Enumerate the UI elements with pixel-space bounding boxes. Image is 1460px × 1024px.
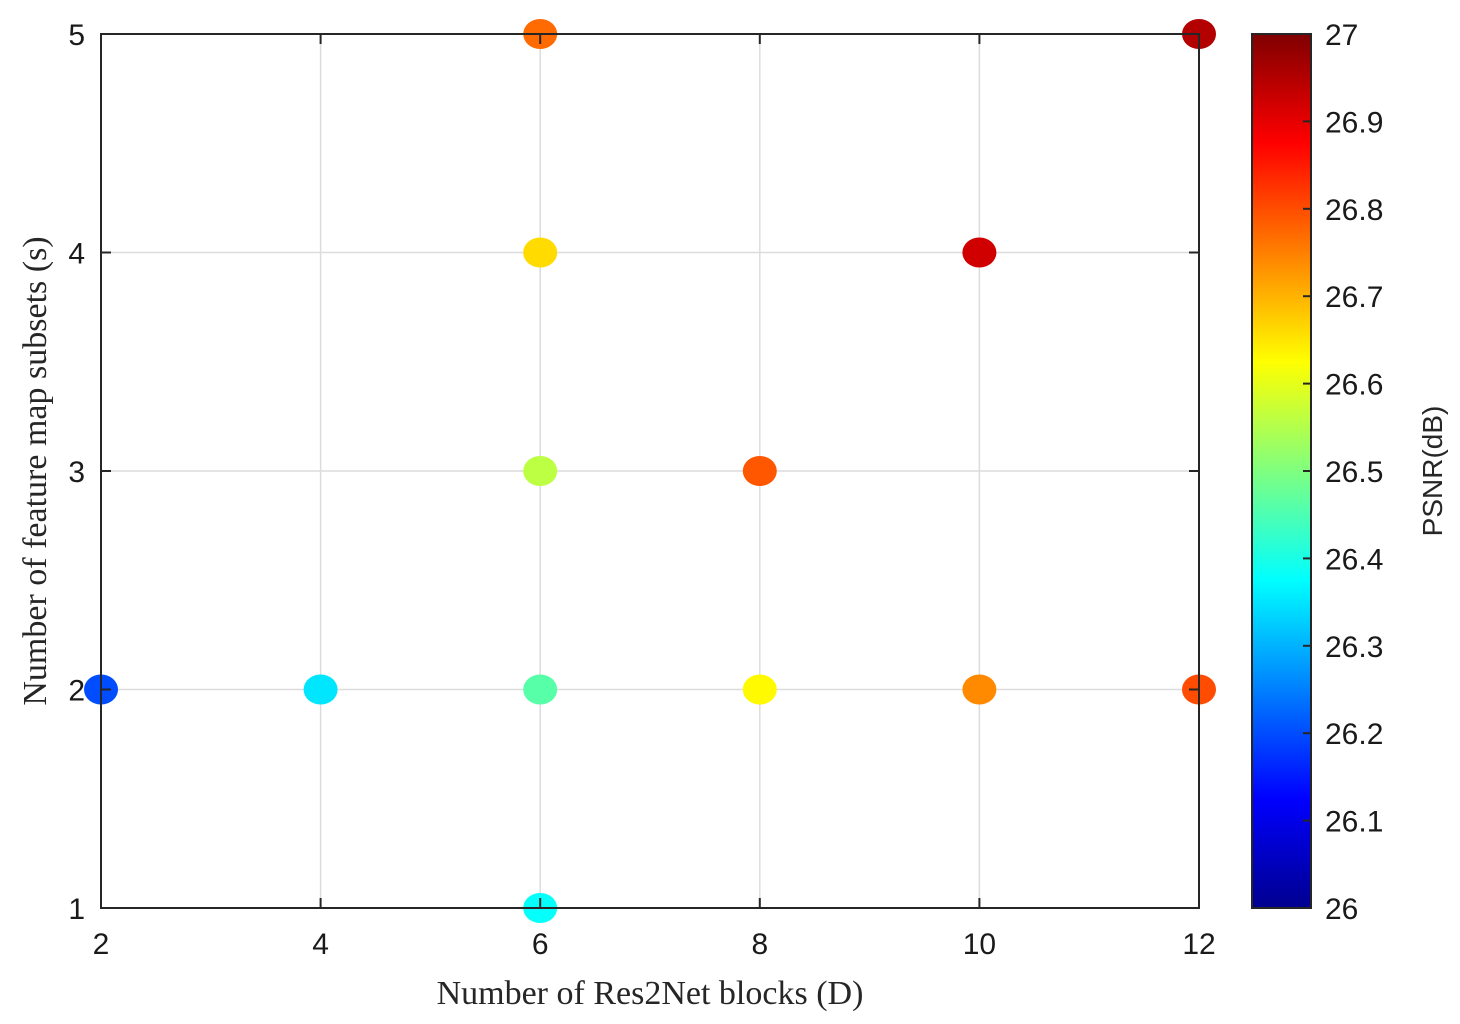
x-tick-label: 10	[963, 928, 996, 961]
data-point	[742, 674, 777, 705]
data-point	[962, 674, 997, 705]
y-tick-label: 2	[68, 675, 85, 708]
x-tick-label: 4	[312, 928, 329, 961]
grid-lines	[101, 34, 1199, 908]
data-point	[523, 456, 558, 486]
colorbar-tick-label: 27	[1325, 19, 1358, 52]
x-tick-label: 2	[93, 928, 110, 961]
data-point	[742, 456, 777, 486]
y-axis-label: Number of feature map subsets (s)	[17, 236, 54, 705]
data-points	[84, 19, 1216, 923]
colorbar-tick-label: 26	[1325, 893, 1358, 926]
y-tick-label: 3	[68, 456, 85, 489]
colorbar-label: PSNR(dB)	[1417, 406, 1448, 537]
colorbar-tick-label: 26.6	[1325, 369, 1383, 402]
x-tick-label: 6	[532, 928, 549, 961]
colorbar-tick-label: 26.5	[1325, 456, 1383, 489]
colorbar-tick-label: 26.8	[1325, 194, 1383, 227]
x-tick-label: 8	[751, 928, 768, 961]
colorbar-tick-label: 26.3	[1325, 631, 1383, 664]
y-tick-label: 5	[68, 19, 85, 52]
colorbar	[1251, 33, 1312, 909]
data-point	[962, 237, 997, 268]
data-point	[523, 674, 558, 705]
colorbar-tick-label: 26.1	[1325, 806, 1383, 839]
colorbar-tick-label: 26.2	[1325, 718, 1383, 751]
data-point	[303, 674, 338, 705]
y-tick-label: 4	[68, 238, 85, 271]
colorbar-ticks: 26 26.1 26.2 26.3 26.4 26.5 26.6 26.7 26.8 26.9 27	[1303, 19, 1383, 926]
data-point	[523, 237, 558, 268]
colorbar-tick-label: 26.9	[1325, 106, 1383, 139]
x-axis-label: Number of Res2Net blocks (D)	[437, 975, 864, 1012]
x-tick-label: 12	[1182, 928, 1215, 961]
colorbar-tick-label: 26.4	[1325, 543, 1383, 576]
y-tick-label: 1	[68, 893, 85, 926]
colorbar-tick-label: 26.7	[1325, 281, 1383, 314]
